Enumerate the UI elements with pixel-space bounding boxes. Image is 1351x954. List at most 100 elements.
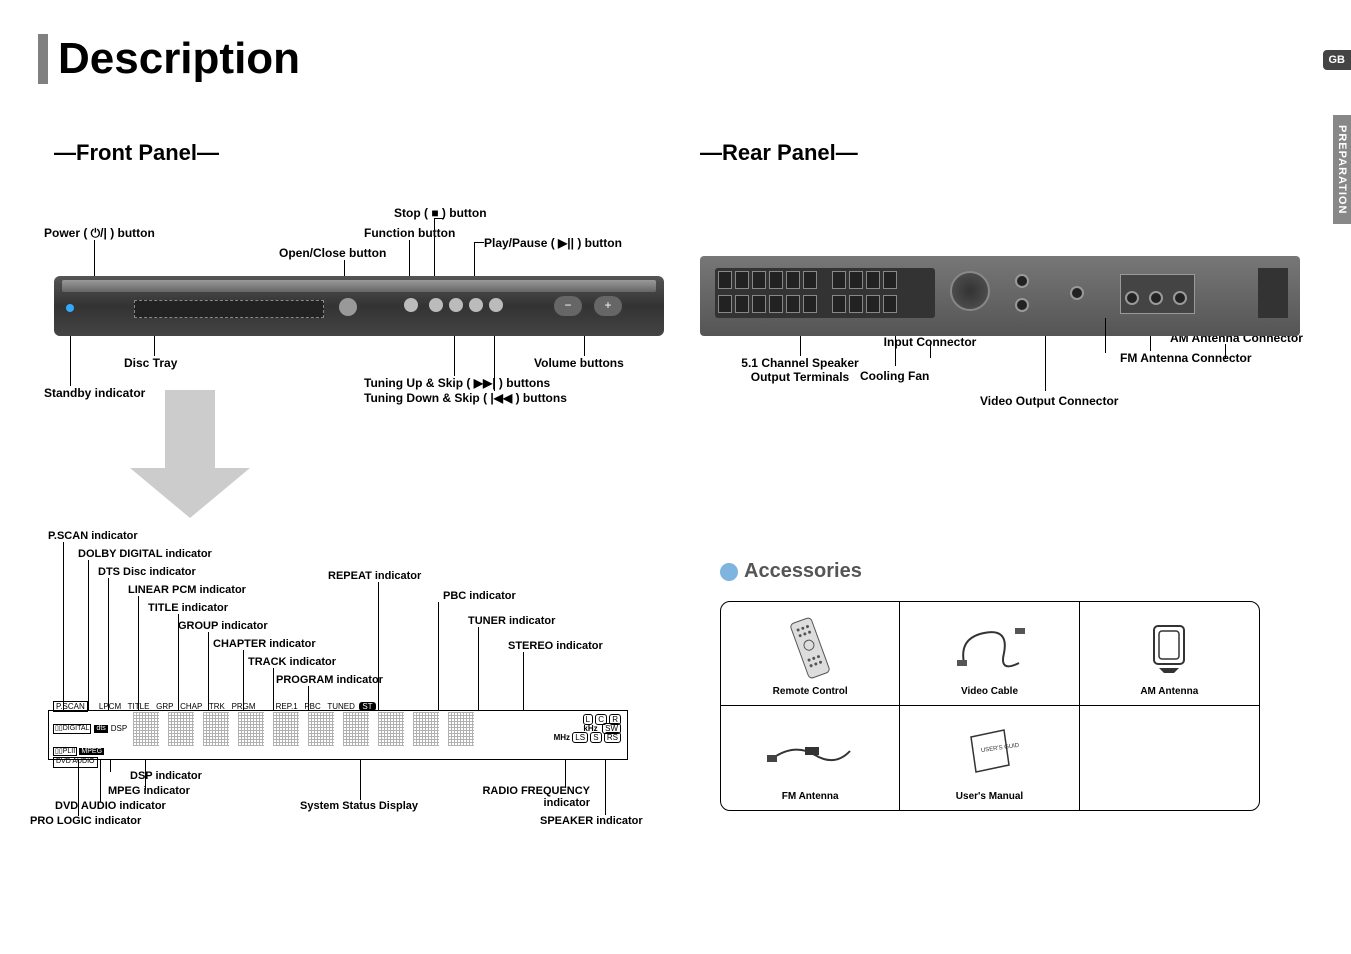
standby-led-icon (66, 304, 74, 312)
acc-cell-empty (1080, 706, 1259, 810)
acc-cell-amantenna: AM Antenna (1080, 602, 1259, 706)
power-label: Power ( ⏻/| ) button (44, 226, 155, 241)
program-ind-label: PROGRAM indicator (276, 674, 383, 686)
remote-control-icon (729, 610, 891, 686)
fm-antenna-icon (729, 714, 891, 791)
speaker51-label: 5.1 Channel Speaker Output Terminals (730, 356, 870, 384)
acc-label: Video Cable (961, 686, 1018, 697)
vol-down-icon: − (554, 296, 582, 316)
video-out-jack-icon (1070, 286, 1084, 300)
callout-line (208, 632, 209, 710)
title-accent (38, 34, 48, 84)
rear-panel-section: —Rear Panel— COMPONENT VIDEO OUTPUT jack… (700, 140, 1330, 416)
pbc-text: PBC (304, 702, 320, 711)
dvdaudio-ind-label: DVD AUDIO indicator (55, 800, 166, 812)
disc-tray-illustration (134, 300, 324, 318)
dvdaudio-text: DVD AUDIO (53, 757, 98, 767)
stereo-ind-label: STEREO indicator (508, 640, 603, 652)
display-panel-illustration: P.SCAN LPCM TITLE GRP CHAP TRK PRGM REP.… (48, 710, 628, 760)
acc-label: Remote Control (773, 686, 848, 697)
audio-in-r-jack-icon (1015, 298, 1029, 312)
callout-line (110, 760, 111, 772)
s-text: S (590, 732, 601, 743)
callout-line (108, 578, 109, 710)
tuned-text: TUNED (327, 702, 355, 711)
playpause-label: Play/Pause ( ▶|| ) button (484, 236, 622, 250)
accessories-grid: Remote Control Video Cable AM Antenna FM… (720, 601, 1260, 811)
acc-cell-remote: Remote Control (721, 602, 900, 706)
callout-line (100, 760, 101, 802)
title-ind-label: TITLE indicator (148, 602, 228, 614)
st-text: ST (359, 702, 375, 711)
pbc-ind-label: PBC indicator (443, 590, 516, 602)
callout-line (145, 760, 146, 790)
pscan-text: P.SCAN (53, 701, 88, 712)
accessories-heading: Accessories (720, 560, 1280, 583)
chapter-ind-label: CHAPTER indicator (213, 638, 316, 650)
callout-line (360, 760, 361, 800)
cooling-fan-icon (950, 271, 990, 311)
seven-seg-icon (378, 712, 404, 746)
audio-in-l-jack-icon (1015, 274, 1029, 288)
callout-line (523, 652, 524, 710)
dsp-text: DSP (111, 724, 127, 734)
volume-label: Volume buttons (534, 356, 624, 370)
acc-label: AM Antenna (1140, 686, 1198, 697)
antenna-block-icon (1258, 268, 1288, 318)
seven-seg-icon (238, 712, 264, 746)
mhz-text: MHz (554, 733, 570, 742)
callout-line (1045, 336, 1046, 391)
tuningdown-label: Tuning Down & Skip ( |◀◀ ) buttons (364, 391, 567, 405)
grp-text: GRP (156, 702, 173, 711)
callout-line (154, 336, 155, 356)
acc-label: FM Antenna (782, 791, 839, 802)
callout-line (70, 336, 71, 386)
callout-line (584, 336, 585, 356)
skip-prev-button-icon (449, 298, 463, 312)
callout-line (438, 602, 439, 710)
video-cable-icon (908, 610, 1070, 686)
rs-text: RS (604, 732, 621, 743)
digital-text: DIGITAL (63, 725, 90, 732)
seven-seg-icon (203, 712, 229, 746)
seven-seg-icon (133, 712, 159, 746)
acc-cell-fmantenna: FM Antenna (721, 706, 900, 810)
callout-line (895, 336, 896, 366)
vol-up-icon: + (594, 296, 622, 316)
callout-line (88, 560, 89, 710)
repeat-ind-label: REPEAT indicator (328, 570, 421, 582)
callout-line (1150, 336, 1151, 351)
rep1-text: REP.1 (276, 702, 298, 711)
plii-text: PLII (63, 748, 75, 755)
callout-line (94, 240, 95, 280)
dolby-ind-label: DOLBY DIGITAL indicator (78, 548, 212, 560)
chap-text: CHAP (180, 702, 202, 711)
function-button-icon (404, 298, 418, 312)
arrow-down-icon (130, 390, 250, 520)
coolingfan-label: Cooling Fan (860, 369, 929, 383)
seven-seg-icon (308, 712, 334, 746)
openclose-label: Open/Close button (279, 246, 386, 260)
rear-device-illustration (700, 256, 1300, 336)
trk-text: TRK (209, 702, 225, 711)
callout-line (454, 336, 455, 376)
radiofreq-ind-label: RADIO FREQUENCY indicator (460, 785, 590, 809)
device-top-strip (62, 280, 656, 292)
accessories-section: Accessories Remote Control Video Cable A… (720, 560, 1280, 811)
lpcm-text: LPCM (99, 702, 121, 711)
callout-line (63, 542, 64, 710)
language-tab: GB (1323, 50, 1351, 70)
fmant-label: FM Antenna Connector (1120, 351, 1252, 365)
users-manual-icon: USER'S GUIDE (908, 714, 1070, 791)
empty-icon (1088, 714, 1251, 802)
tuningup-label: Tuning Up & Skip ( ▶▶| ) buttons (364, 376, 550, 390)
callout-line (800, 336, 801, 356)
videoout-label: Video Output Connector (980, 394, 1118, 408)
callout-line (605, 760, 606, 815)
dsp-ind-label: DSP indicator (130, 770, 202, 782)
callout-line (378, 582, 379, 710)
seven-seg-icon (448, 712, 474, 746)
component-video-block-icon (1120, 274, 1195, 314)
group-ind-label: GROUP indicator (178, 620, 268, 632)
seven-seg-icon (343, 712, 369, 746)
